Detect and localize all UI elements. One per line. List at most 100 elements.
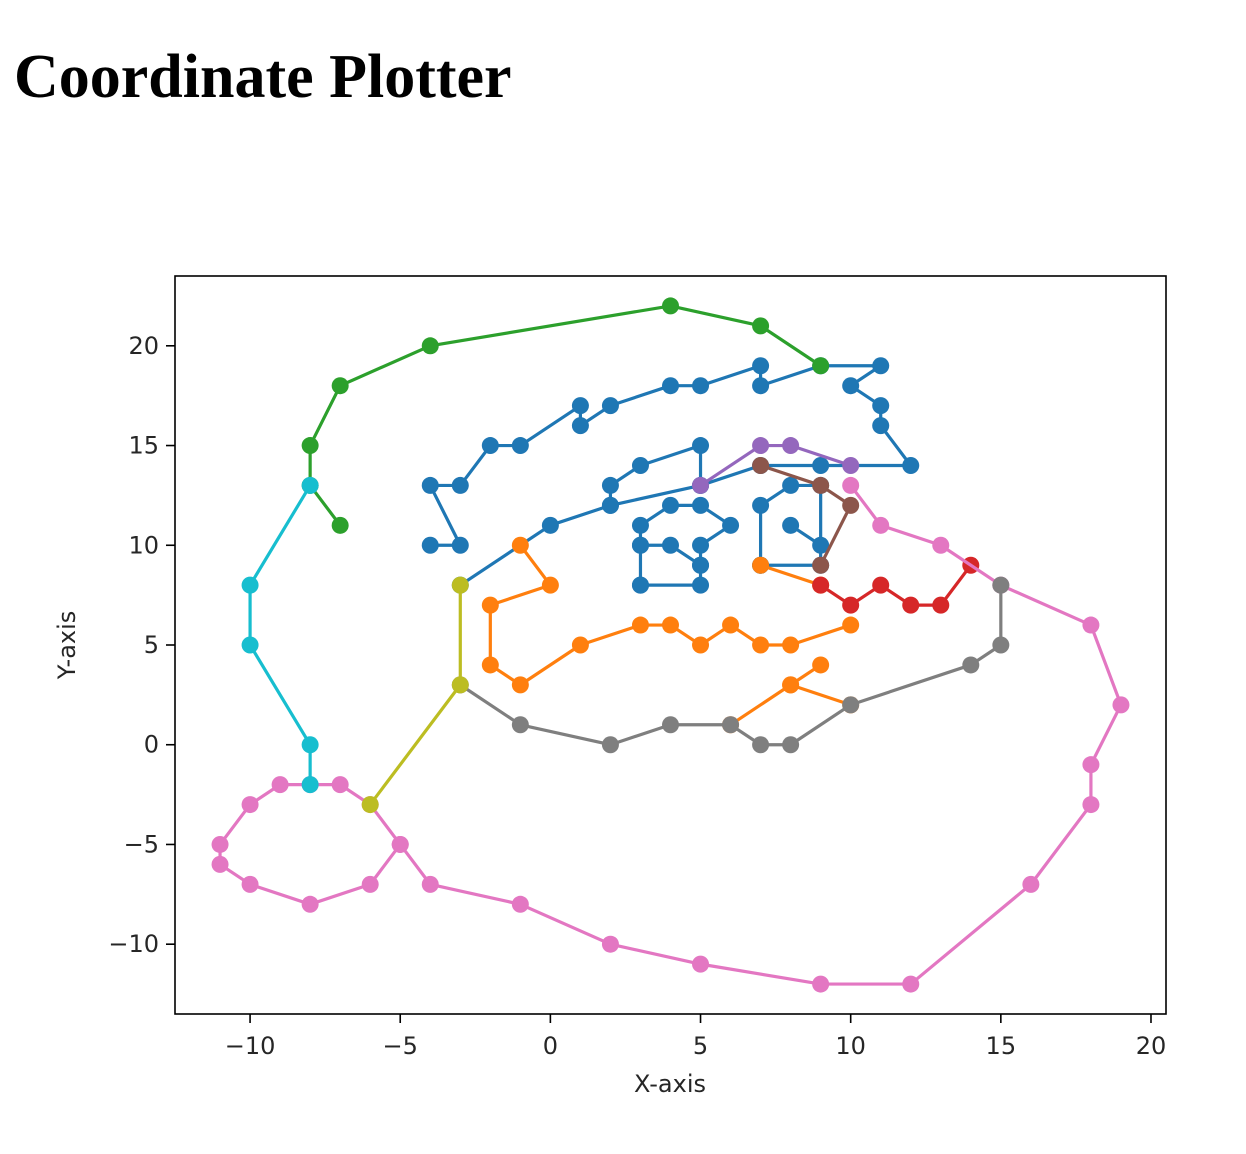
data-point (842, 596, 860, 614)
data-point (241, 875, 259, 893)
data-point (1082, 756, 1100, 774)
data-point (752, 437, 770, 455)
data-point (541, 516, 559, 534)
data-point (902, 975, 920, 993)
data-point (752, 556, 770, 574)
data-point (511, 716, 529, 734)
data-point (421, 536, 439, 554)
data-point (812, 456, 830, 474)
y-tick-label: 5 (144, 631, 159, 659)
data-point (631, 616, 649, 634)
data-point (812, 476, 830, 494)
y-ticks: −10 −5 0 5 10 15 20 (108, 332, 175, 958)
data-point (331, 377, 349, 395)
data-point (782, 516, 800, 534)
data-point (812, 656, 830, 674)
data-point (782, 476, 800, 494)
data-point (481, 596, 499, 614)
x-tick-label: −10 (225, 1032, 276, 1060)
data-point (662, 716, 679, 734)
data-point (692, 955, 710, 973)
x-tick-label: −5 (383, 1032, 418, 1060)
data-point (872, 397, 890, 415)
data-point (782, 676, 800, 694)
data-point (601, 736, 619, 754)
series-line (698, 443, 853, 488)
data-point (631, 536, 649, 554)
data-point (932, 536, 950, 554)
data-point (271, 776, 289, 794)
series-layer (211, 297, 1130, 993)
data-point (421, 337, 439, 355)
series-line (758, 563, 823, 587)
data-point (752, 636, 770, 654)
data-point (872, 516, 890, 534)
x-tick-label: 5 (693, 1032, 708, 1060)
data-point (511, 895, 529, 913)
data-point (211, 855, 229, 873)
x-axis-label: X-axis (634, 1070, 706, 1098)
data-point (511, 536, 529, 554)
data-point (752, 456, 770, 474)
data-point (692, 636, 710, 654)
data-point (211, 835, 229, 853)
data-point (872, 357, 890, 375)
data-point (421, 875, 439, 893)
series-line (789, 683, 853, 707)
data-point (331, 516, 349, 534)
data-point (1082, 616, 1100, 634)
y-tick-label: −10 (108, 930, 159, 958)
data-point (601, 397, 619, 415)
data-point (451, 676, 469, 694)
data-point (241, 796, 259, 814)
data-point (722, 716, 740, 734)
data-point (331, 776, 349, 794)
data-point (631, 576, 649, 594)
data-point (842, 456, 860, 474)
data-point (421, 476, 439, 494)
data-point (1082, 796, 1100, 814)
data-point (872, 417, 890, 435)
data-point (571, 397, 589, 415)
data-point (601, 935, 619, 953)
data-point (361, 796, 379, 814)
x-ticks: −10 −5 0 5 10 15 20 (225, 1014, 1166, 1060)
data-point (752, 736, 770, 754)
data-point (692, 377, 710, 395)
series-17 (241, 476, 319, 794)
data-point (241, 636, 259, 654)
data-point (782, 437, 800, 455)
data-point (752, 496, 770, 514)
data-point (571, 636, 589, 654)
data-point (992, 576, 1010, 594)
data-point (301, 476, 319, 494)
data-point (932, 596, 950, 614)
data-point (301, 895, 319, 913)
y-axis-label: Y-axis (53, 611, 81, 681)
data-point (902, 596, 920, 614)
data-point (842, 496, 860, 514)
y-tick-label: −5 (124, 830, 159, 858)
series-3 (631, 536, 710, 574)
data-point (1112, 696, 1130, 714)
data-point (692, 476, 710, 494)
data-point (992, 636, 1010, 654)
series-5 (782, 516, 830, 554)
data-point (872, 576, 890, 594)
data-point (631, 516, 649, 534)
data-point (842, 476, 860, 494)
data-point (451, 536, 469, 554)
series-6 (481, 536, 860, 694)
series-16 (361, 576, 469, 814)
data-point (812, 556, 830, 574)
data-point (601, 476, 619, 494)
data-point (842, 696, 860, 714)
data-point (692, 576, 710, 594)
data-point (692, 556, 710, 574)
data-point (241, 576, 259, 594)
data-point (722, 516, 740, 534)
data-point (722, 616, 740, 634)
data-point (752, 317, 770, 335)
page-title: Coordinate Plotter (14, 43, 512, 111)
data-point (361, 875, 379, 893)
